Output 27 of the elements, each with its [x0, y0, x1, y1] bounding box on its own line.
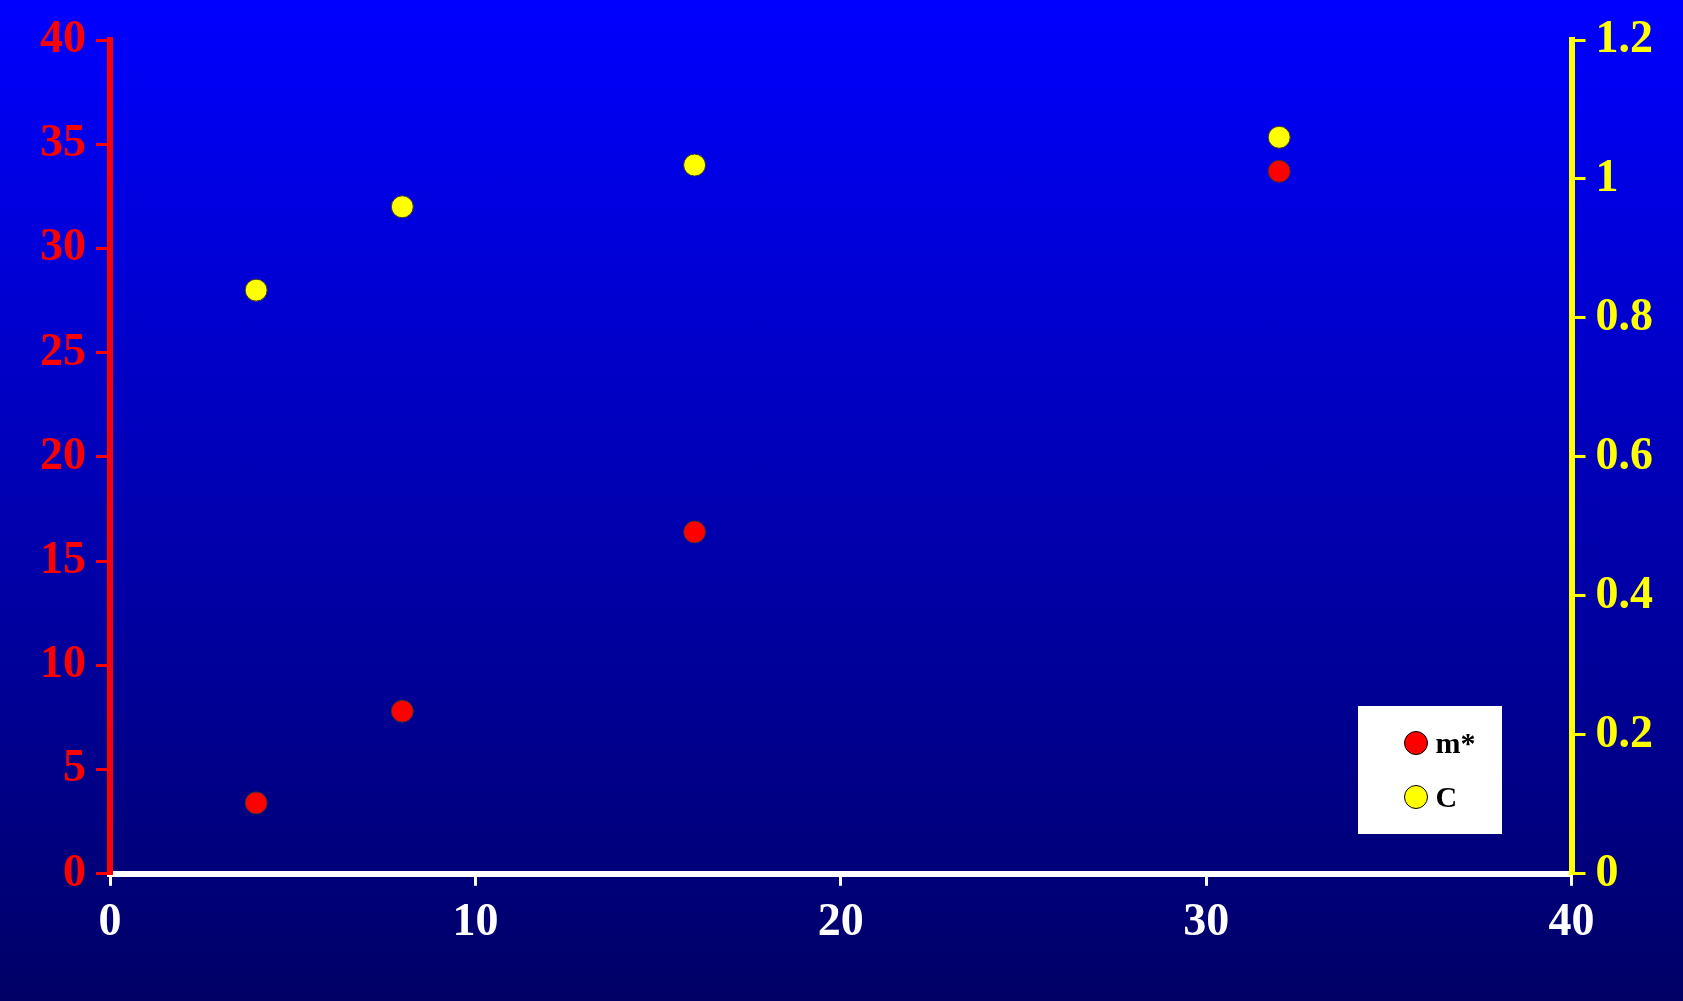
- y-tick-label: 10: [40, 636, 86, 688]
- y-tick-label: 15: [40, 532, 86, 584]
- x-tick-label: 40: [1548, 894, 1595, 946]
- y2-tick-label: 0.6: [1595, 427, 1653, 479]
- x-tick-label: 10: [452, 894, 499, 946]
- y-tick-label: 5: [63, 740, 86, 792]
- y2-tick-label: 0: [1595, 844, 1619, 896]
- legend-label: C: [1435, 778, 1458, 815]
- point: [390, 699, 414, 723]
- y-tick-label: 30: [40, 219, 86, 271]
- x-tick-label: 0: [98, 894, 122, 946]
- y-tick-label: 40: [40, 10, 86, 62]
- y2-tick-label: 0.2: [1595, 705, 1653, 757]
- y2-tick-label: 1: [1595, 149, 1619, 201]
- y-tick-label: 0: [63, 844, 86, 896]
- x-tick-label: 20: [817, 894, 864, 946]
- point: [1267, 159, 1291, 183]
- y-tick-label: 20: [40, 427, 86, 479]
- point: [244, 791, 268, 815]
- y-tick-label: 25: [40, 323, 86, 375]
- y-tick-label: 35: [40, 115, 86, 167]
- y2-tick-label: 1.2: [1595, 10, 1653, 62]
- y2-tick-label: 0.8: [1595, 288, 1653, 340]
- x-tick-label: 30: [1183, 894, 1230, 946]
- y2-tick-label: 0.4: [1595, 566, 1653, 618]
- legend-label: m*: [1435, 724, 1476, 761]
- point: [683, 520, 707, 544]
